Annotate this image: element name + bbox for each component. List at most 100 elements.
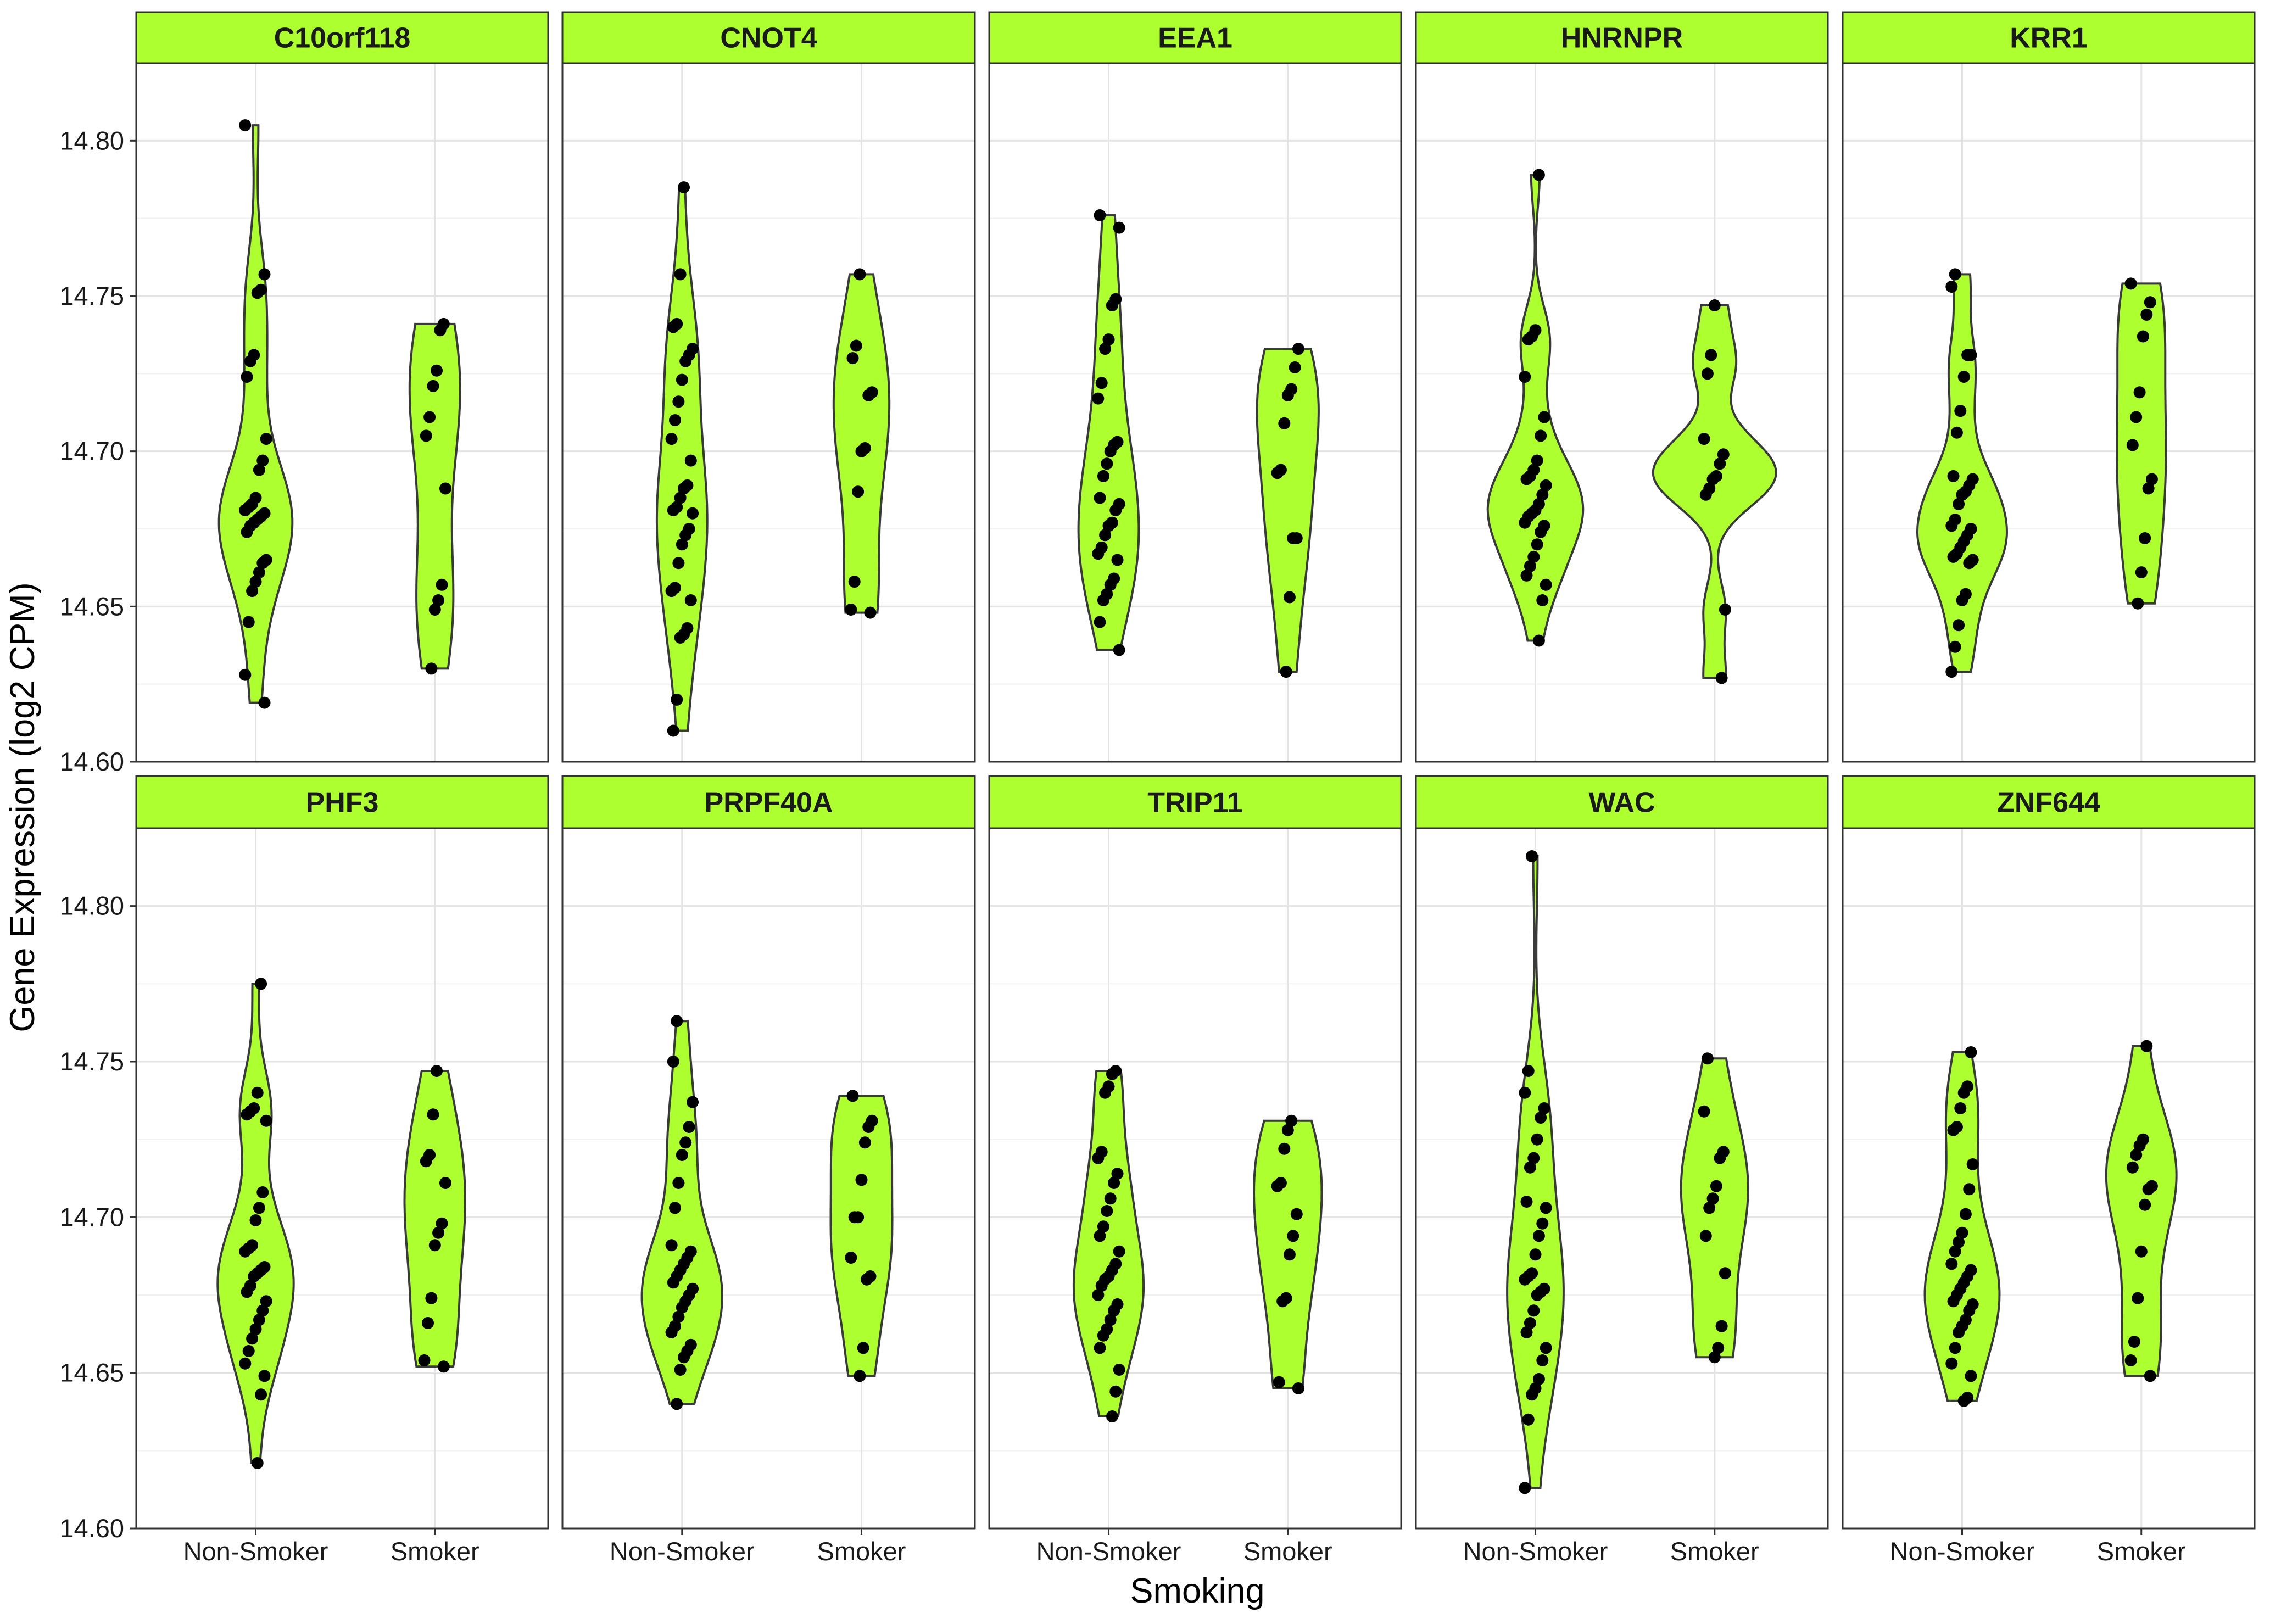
data-point [256, 1186, 269, 1198]
data-point [676, 1301, 688, 1314]
x-tick-label: Smoker [2097, 1537, 2186, 1566]
data-point [1949, 1342, 1961, 1354]
data-point [427, 1108, 439, 1121]
data-point [1520, 569, 1533, 582]
data-point [253, 464, 265, 476]
data-point [674, 631, 687, 644]
violin-shape [1652, 304, 1777, 679]
data-point [2140, 1040, 2153, 1052]
data-point [432, 1226, 445, 1239]
data-point [676, 373, 688, 386]
data-point [667, 321, 679, 333]
data-point [439, 1177, 451, 1189]
data-point [1956, 1226, 1968, 1239]
data-point [1520, 473, 1533, 485]
facet-strip-label: CNOT4 [720, 23, 817, 54]
data-point [676, 538, 688, 551]
data-point [260, 1295, 272, 1308]
panel-background [562, 828, 975, 1528]
y-axis-title: Gene Expression (log2 CPM) [3, 582, 42, 1032]
data-point [1965, 1046, 1977, 1058]
data-point [2139, 1198, 2151, 1211]
data-point [431, 1065, 443, 1077]
x-tick-label: Non-Smoker [183, 1537, 328, 1566]
data-point [1536, 488, 1549, 501]
data-point [1954, 1102, 1967, 1114]
data-point [1945, 281, 1958, 293]
facet-panel: C10orf118 [135, 11, 549, 763]
data-point [1285, 1114, 1298, 1127]
data-point [671, 693, 683, 706]
data-point [671, 1398, 683, 1410]
data-point [249, 576, 262, 588]
data-point [1109, 1385, 1122, 1398]
panel-background [989, 63, 1401, 762]
data-point [672, 1177, 685, 1189]
y-tick-label: 14.65 [59, 591, 124, 621]
data-point [1094, 209, 1106, 221]
data-point [423, 411, 436, 423]
data-point [669, 414, 681, 427]
data-point [1106, 1068, 1118, 1080]
data-point [684, 594, 697, 606]
data-point [437, 1360, 450, 1373]
data-point [858, 1136, 871, 1149]
y-tick-label: 14.70 [59, 1202, 124, 1231]
facet-strip-label: HNRNPR [1561, 23, 1683, 54]
data-point [239, 668, 252, 681]
data-point [1535, 429, 1547, 442]
data-point [251, 287, 264, 299]
data-point [1536, 1217, 1549, 1230]
data-point [1540, 479, 1552, 492]
data-point [1531, 538, 1543, 551]
violin-shape [829, 1095, 894, 1377]
data-point [1519, 1086, 1531, 1099]
data-point [1097, 1220, 1109, 1233]
data-point [1113, 644, 1125, 656]
data-point [1529, 1248, 1542, 1261]
data-point [1095, 1280, 1108, 1292]
data-point [1102, 333, 1115, 346]
data-point [1536, 594, 1549, 606]
data-point [862, 389, 875, 401]
data-point [674, 1364, 687, 1376]
y-tick-label: 14.75 [59, 281, 124, 310]
data-point [1710, 1180, 1722, 1192]
data-point [687, 1096, 699, 1108]
data-point [1714, 1152, 1726, 1164]
data-point [2142, 1183, 2155, 1196]
data-point [1532, 169, 1545, 181]
violin-shape [1256, 348, 1320, 673]
panel-background [1416, 63, 1828, 762]
violin-shape [403, 1070, 466, 1368]
data-point [255, 978, 267, 990]
data-point [244, 355, 256, 367]
data-point [848, 1211, 861, 1224]
panel-background [136, 828, 548, 1528]
data-point [678, 1351, 690, 1364]
data-point [2124, 277, 2137, 290]
data-point [1949, 640, 1961, 653]
data-point [850, 339, 862, 352]
data-point [1281, 389, 1294, 401]
data-point [683, 1121, 695, 1133]
data-point [2139, 532, 2151, 544]
data-point [1947, 550, 1960, 563]
data-point [241, 1108, 253, 1121]
x-tick-label: Smoker [391, 1537, 479, 1566]
data-point [1092, 392, 1105, 405]
data-point [2128, 1336, 2140, 1348]
data-point [679, 355, 692, 367]
violin-shape [2116, 282, 2167, 605]
data-point [1701, 1052, 1714, 1065]
facet-strip [1415, 775, 1829, 829]
facet-strip [1842, 775, 2256, 829]
data-point [1953, 1236, 1965, 1248]
data-point [1283, 591, 1296, 604]
data-point [239, 1357, 252, 1370]
data-point [1949, 268, 1961, 281]
data-point [1966, 1158, 1979, 1170]
data-point [1538, 411, 1550, 423]
data-point [1113, 221, 1125, 234]
